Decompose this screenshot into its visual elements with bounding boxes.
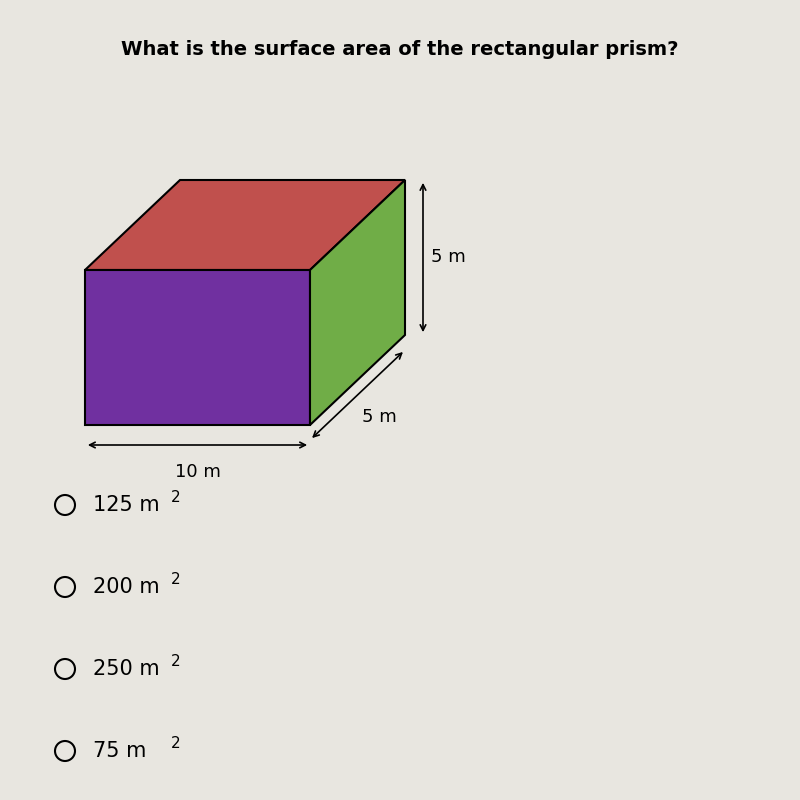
Text: 5 m: 5 m <box>431 249 466 266</box>
Text: 250 m: 250 m <box>93 659 166 679</box>
Text: What is the surface area of the rectangular prism?: What is the surface area of the rectangu… <box>122 40 678 59</box>
Text: 2: 2 <box>171 573 181 587</box>
Text: 2: 2 <box>171 737 181 751</box>
Text: 75 m: 75 m <box>93 741 153 761</box>
Polygon shape <box>85 180 405 270</box>
Text: 200 m: 200 m <box>93 577 166 597</box>
Polygon shape <box>310 180 405 425</box>
Text: 10 m: 10 m <box>174 463 221 481</box>
Text: 2: 2 <box>171 654 181 670</box>
Text: 2: 2 <box>171 490 181 506</box>
Text: 5 m: 5 m <box>362 408 398 426</box>
Text: 125 m: 125 m <box>93 495 166 515</box>
Polygon shape <box>85 270 310 425</box>
